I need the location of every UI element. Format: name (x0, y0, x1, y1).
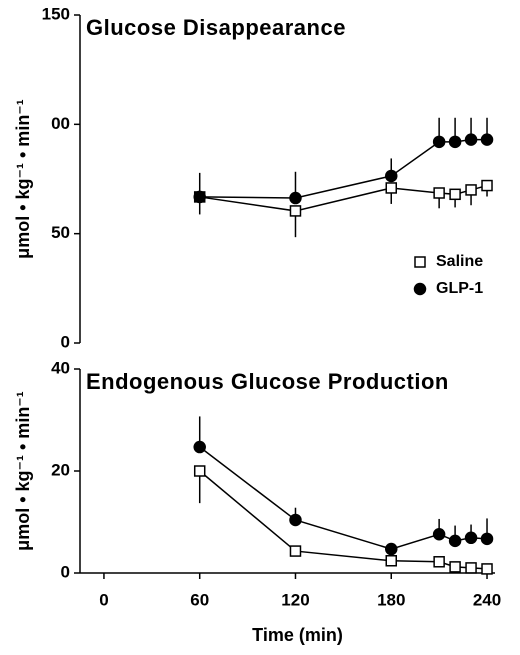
y-tick-label: 50 (51, 223, 70, 242)
data-point (289, 191, 302, 205)
data-point (385, 542, 398, 556)
data-point (480, 532, 494, 546)
data-point (449, 561, 461, 573)
x-tick-label: 0 (99, 590, 108, 609)
data-point (193, 190, 206, 204)
x-tick-label: 120 (281, 590, 309, 609)
x-tick-label: 240 (473, 590, 501, 609)
data-point (432, 527, 446, 541)
y-tick-label: 40 (51, 358, 70, 377)
legend-marker (413, 282, 427, 296)
x-axis-label: Time (min) (252, 625, 343, 645)
data-point (464, 531, 478, 545)
x-tick-label: 60 (190, 590, 209, 609)
data-point (193, 465, 206, 477)
data-point (465, 184, 477, 196)
legend-label: Saline (436, 253, 483, 270)
data-point (385, 555, 397, 567)
legend-label: GLP-1 (436, 280, 483, 297)
data-point (465, 562, 477, 574)
legend-marker (414, 256, 426, 268)
chart-title: Endogenous Glucose Production (86, 369, 449, 394)
data-point (481, 563, 493, 575)
series-line (199, 470, 488, 570)
y-axis-label: μmol • kg⁻¹ • min⁻¹ (13, 391, 33, 551)
data-point (433, 187, 445, 199)
x-tick-label: 180 (377, 590, 405, 609)
data-point (464, 133, 478, 146)
y-tick-label: 20 (51, 460, 70, 479)
data-point (432, 135, 446, 149)
y-tick-label: 0 (61, 332, 70, 351)
data-point (433, 556, 445, 568)
data-point (289, 513, 302, 527)
data-point (480, 133, 494, 146)
data-point (289, 205, 302, 217)
data-point (448, 534, 462, 548)
y-tick-label: 00 (51, 114, 70, 133)
data-point (385, 169, 398, 183)
data-point (385, 182, 397, 194)
data-point (448, 135, 462, 149)
chart-title: Glucose Disappearance (86, 15, 346, 40)
data-point (449, 188, 461, 201)
data-point (481, 179, 493, 192)
y-tick-label: 0 (61, 562, 70, 581)
y-axis-label: μmol • kg⁻¹ • min⁻¹ (13, 99, 33, 259)
data-point (193, 440, 206, 454)
data-point (289, 545, 302, 557)
y-tick-label: 150 (42, 4, 70, 23)
